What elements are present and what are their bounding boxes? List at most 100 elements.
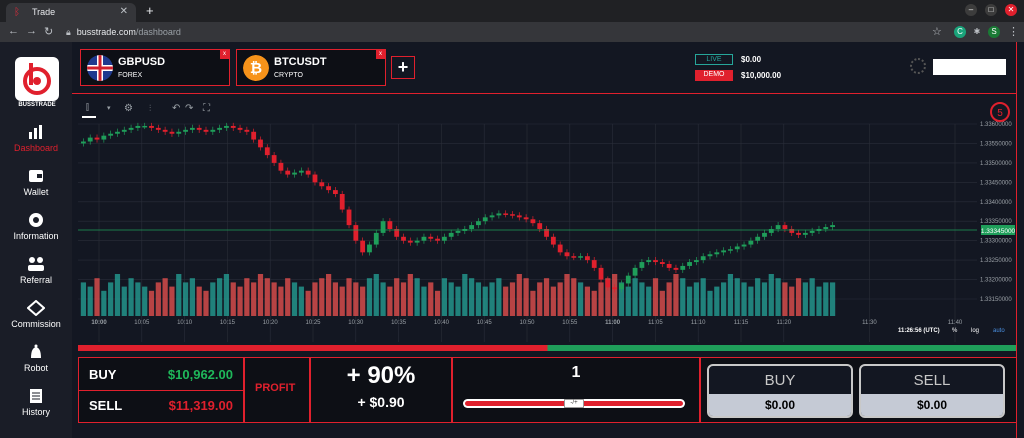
asset-bar: GBPUSD FOREX x ₿ BTCUSDT CRYPTO x + LIVE… xyxy=(72,42,1017,94)
log-scale-button[interactable]: log xyxy=(971,328,979,334)
sidebar-item-referral[interactable]: Referral xyxy=(0,256,72,285)
amount-value[interactable]: 1 xyxy=(571,364,581,381)
indicators-icon[interactable]: ⫶ xyxy=(149,103,151,113)
close-tab-icon[interactable]: ✕ xyxy=(119,6,128,17)
candle-type-button[interactable] xyxy=(82,100,96,112)
candle xyxy=(373,232,379,245)
volume-bar xyxy=(114,274,121,316)
sidebar-item-history[interactable]: History xyxy=(0,388,72,417)
add-asset-button[interactable]: + xyxy=(391,56,415,79)
sidebar-item-information[interactable]: Information xyxy=(0,212,72,241)
referral-icon xyxy=(28,257,44,271)
close-window-icon[interactable]: ✕ xyxy=(1005,4,1017,16)
candle xyxy=(619,283,624,290)
demo-account-button[interactable]: DEMO xyxy=(695,70,733,81)
chevron-down-icon[interactable]: ▾ xyxy=(107,105,111,112)
live-account-button[interactable]: LIVE xyxy=(695,54,733,65)
volume-bars xyxy=(80,274,836,316)
profit-cell: + 90% + $0.90 xyxy=(310,357,452,423)
price-tick-label: 1.33400000 xyxy=(980,200,1012,206)
redo-icon[interactable]: ↷ xyxy=(185,103,194,114)
volume-bar xyxy=(550,286,556,316)
trade-panel: BUY $10,962.00 SELL $11,319.00 PROFIT + … xyxy=(78,357,1017,423)
fullscreen-icon[interactable]: ⛶ xyxy=(202,103,211,114)
volume-bar xyxy=(605,278,611,316)
gear-icon[interactable]: ⚙ xyxy=(124,103,133,114)
brand-logo[interactable] xyxy=(15,57,59,101)
candle xyxy=(251,131,257,140)
candle xyxy=(537,223,543,229)
time-tick-label: 10:35 xyxy=(391,320,407,326)
volume-bar xyxy=(809,278,815,316)
trade-buttons-cell: BUY $0.00 SELL $0.00 xyxy=(700,357,1017,423)
undo-icon[interactable]: ↶ xyxy=(172,103,180,114)
volume-bar xyxy=(244,278,250,316)
volume-bar xyxy=(646,286,652,316)
amount-slider-track[interactable]: -/+ xyxy=(463,399,685,408)
sidebar-item-label: Dashboard xyxy=(13,143,59,153)
extensions-puzzle-icon[interactable]: ✱ xyxy=(973,27,981,36)
sidebar-item-label: Robot xyxy=(23,363,49,373)
buy-button[interactable]: BUY $0.00 xyxy=(707,364,853,418)
price-chart[interactable]: ⫿ ▾ ⚙ ⫶ ↶ ↷ ⛶ 1.33600000 1.33550000 1.3350… xyxy=(72,94,1017,384)
sidebar-item-robot[interactable]: Robot xyxy=(0,344,72,373)
volume-bar xyxy=(380,282,386,316)
extension-c-icon[interactable]: C xyxy=(954,26,966,38)
volume-bar xyxy=(557,282,563,316)
volume-bar xyxy=(455,286,461,316)
volume-bar xyxy=(155,282,161,316)
current-price-label: 1.33345000 xyxy=(981,228,1016,235)
candle xyxy=(830,225,835,228)
volume-bar xyxy=(469,278,475,316)
sidebar-item-dashboard[interactable]: Dashboard xyxy=(0,124,72,153)
back-icon[interactable]: ← xyxy=(8,25,19,37)
candle xyxy=(728,249,733,251)
main-area: GBPUSD FOREX x ₿ BTCUSDT CRYPTO x + LIVE… xyxy=(72,42,1024,438)
percent-scale-button[interactable]: % xyxy=(952,328,958,334)
sidebar-item-wallet[interactable]: Wallet xyxy=(0,168,72,197)
asset-card-gbpusd[interactable]: GBPUSD FOREX x xyxy=(80,49,230,86)
candle xyxy=(305,170,311,175)
asset-card-btcusdt[interactable]: ₿ BTCUSDT CRYPTO x xyxy=(236,49,386,86)
asset-symbol: GBPUSD xyxy=(118,56,166,68)
forward-icon[interactable]: → xyxy=(26,25,37,37)
volume-bar xyxy=(162,278,168,316)
maximize-icon[interactable]: □ xyxy=(985,4,997,16)
close-asset-button[interactable]: x xyxy=(376,50,385,59)
sidebar-item-commission[interactable]: Commission xyxy=(0,300,72,329)
reload-icon[interactable]: ↻ xyxy=(44,26,54,38)
buy-ratio-fill xyxy=(547,345,1017,351)
volume-bar xyxy=(802,282,808,316)
candle xyxy=(237,127,243,130)
minimize-icon[interactable]: – xyxy=(965,4,977,16)
history-icon xyxy=(30,389,42,403)
page-scrollbar[interactable] xyxy=(1016,42,1024,438)
profit-percent: + 90% xyxy=(346,362,416,389)
auto-scale-button[interactable]: auto xyxy=(993,328,1005,334)
amount-slider-handle[interactable]: -/+ xyxy=(564,399,584,408)
address-bar[interactable]: 🔒︎ busstrade.com/dashboard xyxy=(66,25,946,40)
buy-summary-label: BUY xyxy=(89,367,117,382)
time-tick-label: 10:45 xyxy=(477,320,493,326)
volume-bar xyxy=(101,290,107,316)
sidebar-item-label: Commission xyxy=(11,319,61,329)
volume-bar xyxy=(353,282,359,316)
asset-category: FOREX xyxy=(118,72,143,79)
bookmark-star-icon[interactable]: ☆ xyxy=(932,26,942,38)
new-tab-button[interactable]: + xyxy=(146,3,154,18)
user-menu[interactable] xyxy=(933,59,1006,75)
candle xyxy=(81,141,86,144)
sell-button[interactable]: SELL $0.00 xyxy=(859,364,1005,418)
close-asset-button[interactable]: x xyxy=(220,50,229,59)
candle xyxy=(346,209,352,226)
volume-bar xyxy=(666,282,672,316)
volume-bar xyxy=(782,282,788,316)
brand-name: BUSSTRADE xyxy=(18,102,56,108)
candle xyxy=(523,217,529,220)
profile-avatar-icon[interactable]: S xyxy=(988,26,1000,38)
volume-bar xyxy=(775,278,781,316)
browser-menu-icon[interactable]: ⋮ xyxy=(1008,26,1019,38)
price-tick-label: 1.33500000 xyxy=(980,161,1012,167)
volume-bar xyxy=(257,274,264,316)
browser-tab[interactable]: ᛒ Trade ✕ xyxy=(6,3,136,22)
